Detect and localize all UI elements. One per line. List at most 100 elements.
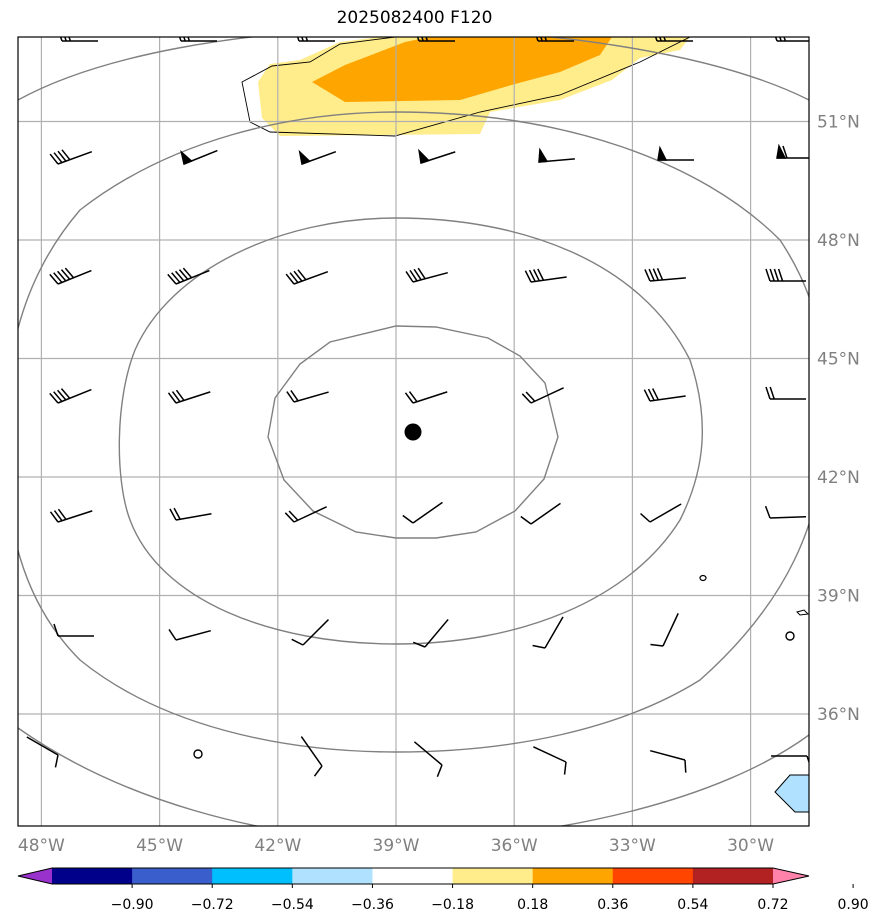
wind-barb xyxy=(178,37,217,42)
colorbar-tick-label: 0.90 xyxy=(838,897,869,913)
colorbar-tick-label: 0.72 xyxy=(757,897,788,913)
colorbar-segment xyxy=(532,868,614,884)
latitude-labels: 36°N 39°N 42°N 45°N 48°N 51°N xyxy=(817,113,860,726)
wind-barb xyxy=(49,388,92,404)
map-title: 2025082400 F120 xyxy=(336,8,493,28)
small-contour xyxy=(699,574,707,582)
wind-barb xyxy=(49,149,93,165)
small-contour xyxy=(796,609,809,616)
contour-5 xyxy=(18,727,809,826)
colorbar-extend-high xyxy=(773,868,809,884)
colorbar-tick-label: 0.36 xyxy=(597,897,628,913)
colorbar-segment xyxy=(372,868,454,884)
wind-barb xyxy=(765,268,806,282)
longitude-tick-label: 30°W xyxy=(727,836,774,856)
wind-barb xyxy=(650,749,687,773)
wind-barb xyxy=(416,37,455,42)
wind-barb xyxy=(524,268,567,283)
wind-barb xyxy=(533,746,567,775)
colorbar-tick-label: −0.54 xyxy=(271,897,314,913)
latitude-tick-label: 42°N xyxy=(817,468,860,488)
shaded-field-orange xyxy=(312,37,612,102)
wind-barb xyxy=(644,267,686,282)
wind-barb xyxy=(535,37,574,42)
contour-4 xyxy=(18,37,809,101)
graticule xyxy=(18,37,809,826)
colorbar-segment xyxy=(52,868,133,884)
contour-inner xyxy=(267,325,559,539)
colorbar-segment xyxy=(212,868,293,884)
wind-barb xyxy=(167,267,210,285)
colorbar-tick-label: 0.54 xyxy=(677,897,708,913)
wind-barb xyxy=(765,386,806,400)
wind-barb xyxy=(776,143,809,159)
longitude-tick-label: 39°W xyxy=(373,836,420,856)
wind-barb xyxy=(296,37,335,42)
wind-barb xyxy=(180,149,218,166)
colorbar-tick-label: −0.72 xyxy=(191,897,234,913)
longitude-tick-label: 45°W xyxy=(136,836,183,856)
longitude-tick-label: 48°W xyxy=(18,836,65,856)
longitude-labels: 48°W 45°W 42°W 39°W 36°W 33°W 30°W xyxy=(18,836,774,856)
plot-frame xyxy=(17,36,810,827)
latitude-tick-label: 51°N xyxy=(817,113,860,133)
wind-barb xyxy=(26,736,59,768)
longitude-tick-label: 42°W xyxy=(254,836,301,856)
shaded-field-lightblue xyxy=(774,774,809,813)
wind-barb xyxy=(640,503,682,523)
wind-barb xyxy=(413,741,443,778)
colorbar-segment xyxy=(612,868,694,884)
colorbar: −0.90 −0.72 −0.54 −0.36 −0.18 0.18 0.36 0.54 0.7… xyxy=(17,867,869,913)
wind-barb xyxy=(59,37,98,42)
pressure-contours xyxy=(18,37,809,826)
outline-contour-top xyxy=(241,37,691,137)
calm-circle xyxy=(193,749,203,759)
colorbar-tick-label: 0.18 xyxy=(517,897,548,913)
wind-barb xyxy=(285,269,329,285)
wind-barb xyxy=(532,616,564,649)
wind-barb xyxy=(654,37,693,42)
wind-barb xyxy=(286,389,329,403)
latitude-tick-label: 48°N xyxy=(817,231,860,251)
wind-barb xyxy=(284,506,327,523)
calm-circle xyxy=(785,631,795,641)
colorbar-outline xyxy=(17,867,810,885)
wind-barb xyxy=(291,619,329,646)
wind-barb xyxy=(412,618,449,648)
colorbar-tick-label: −0.90 xyxy=(111,897,154,913)
wind-barb xyxy=(657,145,694,161)
colorbar-segment xyxy=(292,868,373,884)
longitude-tick-label: 33°W xyxy=(609,836,656,856)
colorbar-segment xyxy=(692,868,774,884)
wind-barb xyxy=(169,507,212,521)
wind-barb xyxy=(168,629,211,641)
colorbar-extend-low xyxy=(18,868,52,884)
wind-barb xyxy=(771,755,809,765)
wind-barb xyxy=(49,508,93,523)
wind-barb xyxy=(521,387,564,404)
colorbar-segment xyxy=(452,868,534,884)
wind-barb xyxy=(402,501,443,524)
latitude-tick-label: 39°N xyxy=(817,587,860,607)
colorbar-segment xyxy=(132,868,213,884)
wind-barb xyxy=(53,623,94,637)
latitude-tick-label: 36°N xyxy=(817,705,860,725)
wind-barbs xyxy=(26,37,809,778)
wind-barb xyxy=(167,389,211,404)
wind-barb xyxy=(774,37,809,42)
colorbar-tick-label: −0.18 xyxy=(431,897,474,913)
wind-barb xyxy=(643,388,686,402)
wind-barb xyxy=(49,267,92,285)
wind-barb xyxy=(418,148,456,164)
wind-barb xyxy=(520,502,561,525)
colorbar-tick-label: −0.36 xyxy=(351,897,394,913)
storm-center-marker xyxy=(404,423,422,441)
wind-barb xyxy=(405,267,448,283)
longitude-tick-label: 36°W xyxy=(491,836,538,856)
wind-barb xyxy=(300,736,323,777)
wind-barb xyxy=(298,149,337,166)
contour-2 xyxy=(118,217,704,645)
wind-barb xyxy=(764,505,807,519)
wind-barb xyxy=(538,147,575,163)
